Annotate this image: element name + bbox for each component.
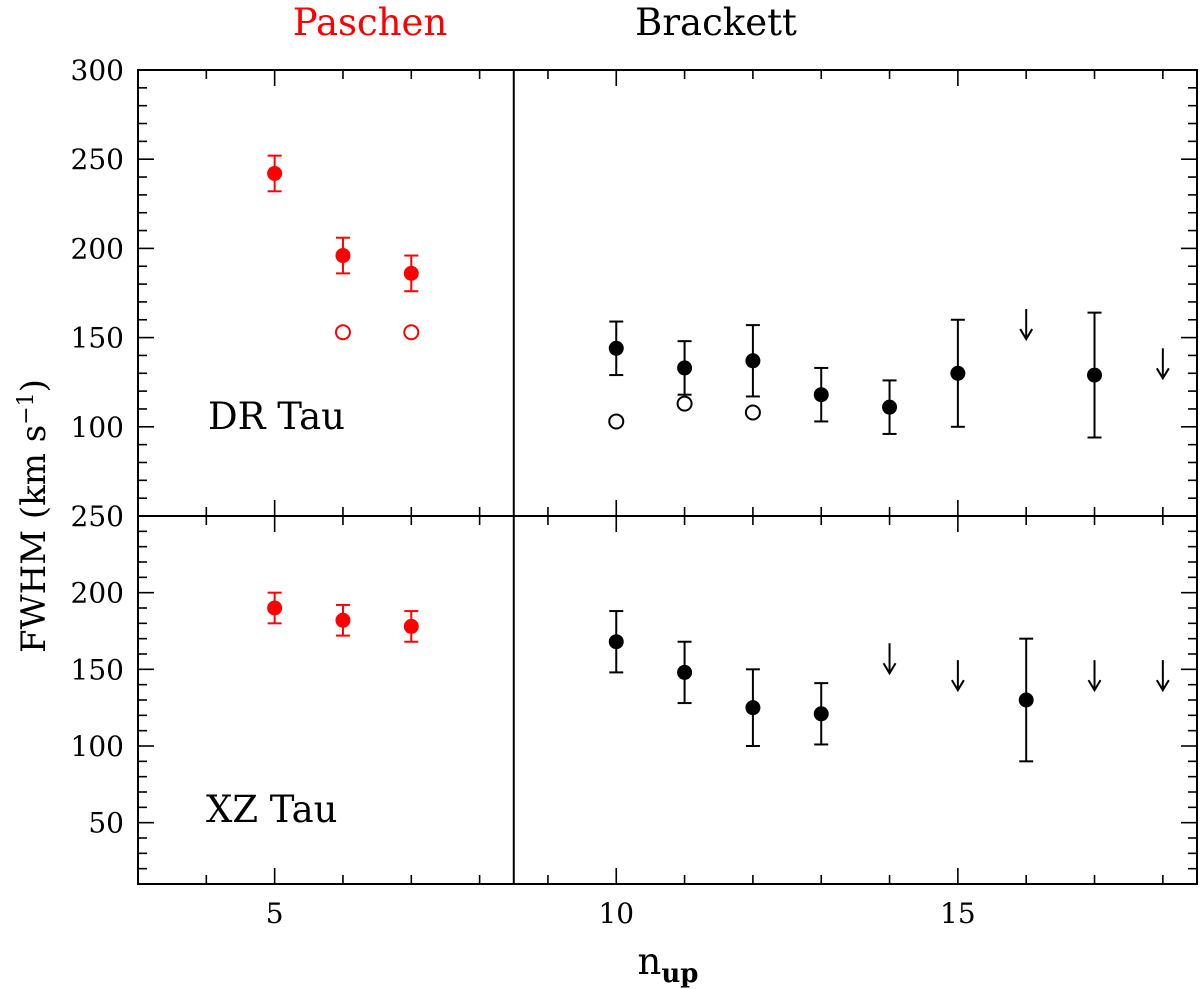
dr-tau-data-point [677,360,693,376]
dr-tau-open-point [676,395,693,412]
xz-tau-data-point [745,700,761,716]
dr-tau-data-point [882,399,898,415]
xtick-label: 5 [266,897,284,930]
xz-tau-ytick-label: 50 [88,807,124,840]
dr-tau-data-point [813,387,829,403]
xz-tau-data-point [677,664,693,680]
dr-tau-ytick-label: 200 [71,232,124,265]
paschen-label: Paschen [293,1,448,44]
xz-tau-ytick-label: 200 [71,577,124,610]
y-axis-label-main: FWHM (km s [14,425,54,653]
xz-tau-data-point [1018,692,1034,708]
xz-tau-data-point [267,600,283,616]
dr-tau-data-point [267,165,283,181]
dr-tau-ytick-label: 300 [71,54,124,87]
xz-tau-upper-limit-arrowhead [1087,679,1102,693]
y-axis-label: FWHM (km s−1) [14,379,54,653]
x-axis-label-main: n [638,940,662,983]
xz-tau-data-point [335,612,351,628]
dr-tau-open-point [334,324,351,341]
dr-tau-ytick-label: 250 [71,143,124,176]
xtick-label: 10 [598,897,634,930]
xz-tau-ytick-label: 250 [71,500,124,533]
xz-tau-data-point [403,618,419,634]
xz-tau-annotation: XZ Tau [206,788,338,831]
xz-tau-ytick-label: 150 [71,653,124,686]
dr-tau-annotation: DR Tau [208,395,345,438]
outer-frame [137,69,1198,885]
dr-tau-data-point [950,365,966,381]
xtick-label: 15 [940,897,976,930]
dr-tau-ytick-label: 150 [71,322,124,355]
xz-tau-upper-limit-arrowhead [1155,679,1170,693]
dr-tau-data-point [608,340,624,356]
dr-tau-ytick-label: 100 [71,411,124,444]
dr-tau-data-point [745,353,761,369]
y-axis-label-superscript: −1 [14,392,39,424]
dr-tau-data-point [1087,367,1103,383]
plot-frame: 5 10 15 [137,69,1198,930]
dr-tau-data-point [335,248,351,264]
dr-tau-open-point [744,404,761,421]
brackett-label: Brackett [635,1,797,44]
xz-tau-upper-limit-arrowhead [882,662,897,676]
dr-tau-upper-limit-arrowhead [1155,367,1170,381]
panel-xz-tau: 50 100 150 200 250 [71,500,1197,885]
xz-tau-data-point [813,706,829,722]
xz-tau-upper-limit-arrowhead [951,679,965,693]
dr-tau-data-point [403,265,419,281]
xz-tau-data-point [608,634,624,650]
dr-tau-open-point [403,324,420,341]
x-axis-label-subscript: up [661,959,698,989]
dr-tau-upper-limit-arrowhead [1019,328,1034,341]
panel-dr-tau: 100 150 200 250 300 [71,54,1197,517]
y-axis-label-close: ) [14,379,54,392]
dr-tau-open-point [608,413,625,430]
x-axis-label: nup [638,940,699,989]
xz-tau-ytick-label: 100 [71,730,124,763]
